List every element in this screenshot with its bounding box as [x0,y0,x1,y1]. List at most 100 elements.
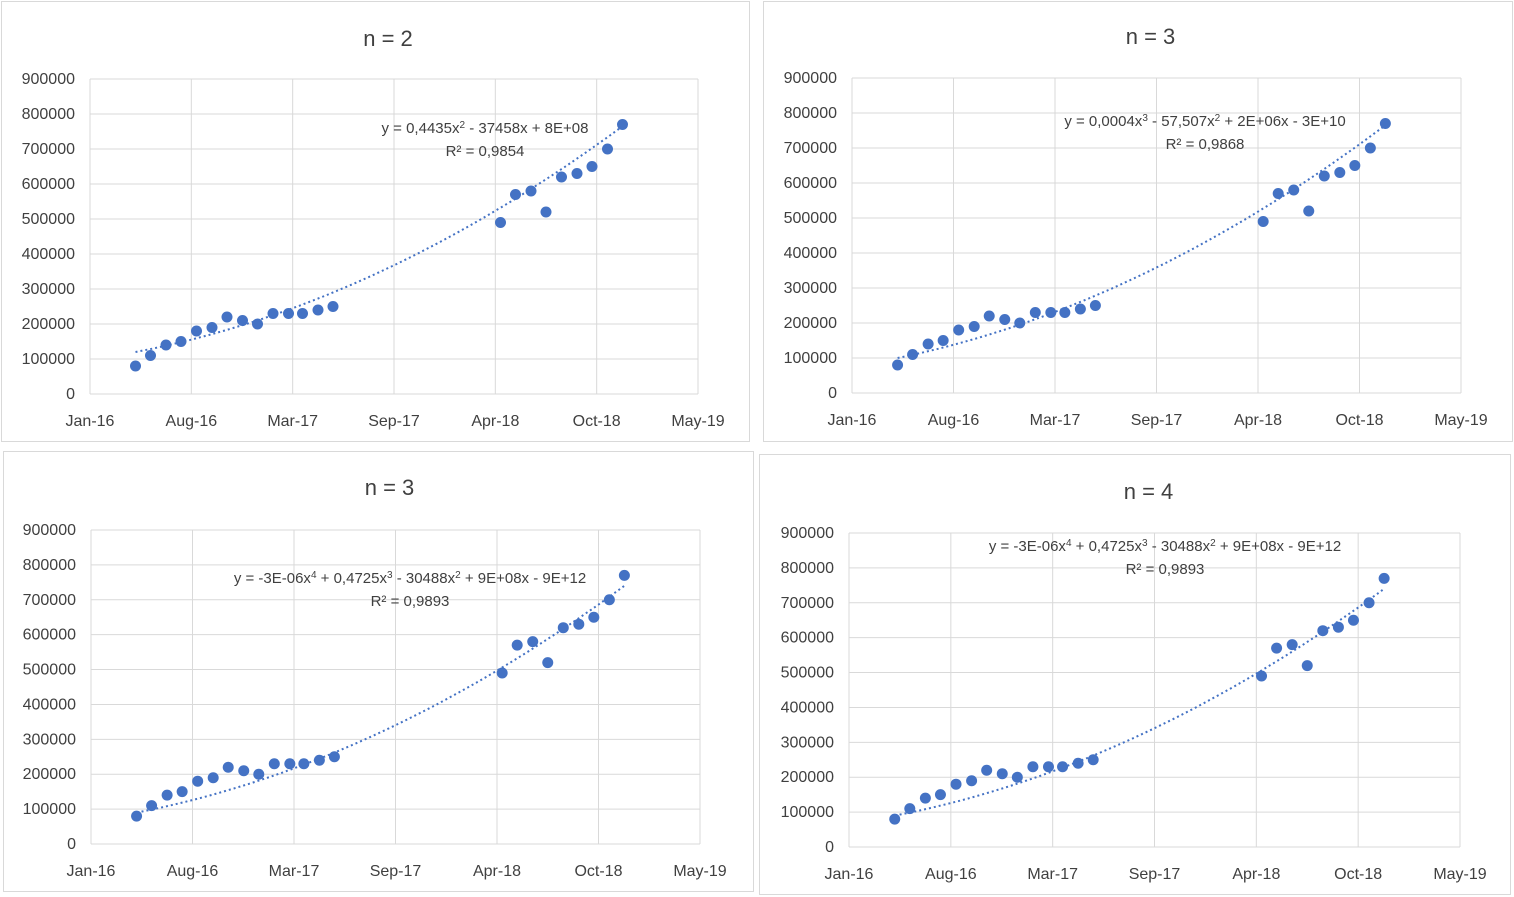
x-tick-label: Apr-18 [473,863,521,880]
data-point [889,813,901,825]
data-point [1318,170,1330,182]
y-tick-label: 900000 [22,71,75,88]
data-point [146,800,158,812]
data-point [130,360,141,372]
y-tick-label: 900000 [23,522,76,539]
y-tick-label: 600000 [23,627,76,644]
y-tick-label: 500000 [784,210,837,227]
x-tick-label: Jan-16 [66,413,115,430]
y-tick-label: 700000 [23,592,76,609]
data-point [588,611,600,623]
trendline-equation: y = -3E-06x4 + 0,4725x3 - 30488x2 + 9E+0… [234,570,586,588]
chart-panel-3: n = 3 0 100000 200000 300000 400000 500000 6000… [3,451,754,892]
data-point [1072,757,1084,769]
y-tick-label: 200000 [22,316,75,333]
y-tick-label: 700000 [22,141,75,158]
data-point [283,308,294,319]
data-point [175,336,187,347]
y-tick-label: 300000 [23,731,76,748]
equation-exponent: 4 [311,570,317,581]
equation-exponent: 3 [1142,113,1148,124]
data-point [191,325,202,337]
data-point [937,335,949,346]
data-point [999,314,1011,325]
x-tick-label: Mar-17 [1030,412,1081,429]
x-tick-label: Oct-18 [574,863,622,880]
trendline-equation: y = -3E-06x4 + 0,4725x3 - 30488x2 + 9E+0… [989,538,1341,556]
data-point [298,758,310,770]
y-tick-label: 300000 [784,280,837,297]
y-tick-label: 300000 [781,734,834,751]
data-point [496,667,508,679]
chart-panel-1: n = 2 0 100000 200000 300000 400000 500000 6000… [1,1,750,442]
x-tick-label: Apr-18 [1232,866,1280,883]
y-tick-label: 800000 [23,557,76,574]
data-point [222,761,234,773]
chart-title: n = 3 [365,475,415,500]
y-tick-label: 0 [67,836,76,853]
equation-exponent: 4 [1066,538,1072,549]
data-point [983,310,995,322]
x-tick-label: Sep-17 [1129,866,1181,883]
data-point [1257,216,1269,227]
data-point [966,775,978,787]
data-point [206,322,218,333]
equation-term: y = 0,0004x [1064,113,1142,130]
data-point [1074,303,1086,315]
equation-term: + 0,4725x [317,570,388,587]
y-tick-label: 100000 [23,801,76,818]
equation-term: y = -3E-06x [989,538,1067,555]
data-point [1272,188,1284,199]
x-tick-label: Oct-18 [1334,866,1382,883]
x-tick-label: May-19 [673,863,726,880]
trendline [897,124,1386,359]
y-tick-label: 600000 [784,175,837,192]
equation-term: + 0,4725x [1072,538,1143,555]
x-tick-label: Oct-18 [1335,412,1383,429]
data-point [934,789,946,801]
data-point [1029,307,1041,318]
data-point [1045,307,1057,318]
x-tick-label: Mar-17 [269,863,320,880]
y-tick-label: 700000 [781,595,834,612]
y-tick-label: 400000 [22,246,75,263]
data-point [252,318,263,330]
x-tick-label: Mar-17 [267,413,318,430]
data-point [313,754,325,766]
y-tick-label: 600000 [781,630,834,647]
data-point [1042,761,1054,773]
y-tick-label: 500000 [22,211,75,228]
trendline-equation: y = 0,4435x2 - 37458x + 8E+08 [382,120,589,138]
data-point [284,758,296,770]
data-point [1301,660,1313,672]
r-squared-label: R² = 0,9893 [1126,561,1205,578]
data-point [327,301,339,312]
x-tick-label: Jan-16 [67,863,116,880]
data-point [996,768,1008,780]
r-squared-label: R² = 0,9854 [446,143,525,160]
x-tick-label: Jan-16 [825,866,874,883]
y-tick-label: 500000 [23,662,76,679]
data-point [297,308,308,319]
data-point [207,772,219,784]
data-point [1288,184,1300,196]
data-point [1057,761,1069,773]
data-point [617,119,628,130]
data-point [968,321,980,332]
data-point [1347,614,1359,626]
data-point [892,359,904,371]
equation-term: - 37458x + 8E+08 [465,120,588,137]
equation-term: - 57,507x [1148,113,1215,130]
y-tick-label: 300000 [22,281,75,298]
data-point [176,786,188,798]
data-point [221,311,233,323]
chart-svg: n = 3 0 100000 200000 300000 400000 500000 6000… [23,475,727,880]
equation-term: + 9E+08x - 9E+12 [1216,538,1342,555]
data-point [556,171,567,183]
y-tick-label: 800000 [781,560,834,577]
y-tick-label: 800000 [22,106,75,123]
x-tick-label: Aug-16 [167,863,219,880]
data-point [618,569,630,581]
y-tick-label: 400000 [784,245,837,262]
data-point [268,758,280,770]
